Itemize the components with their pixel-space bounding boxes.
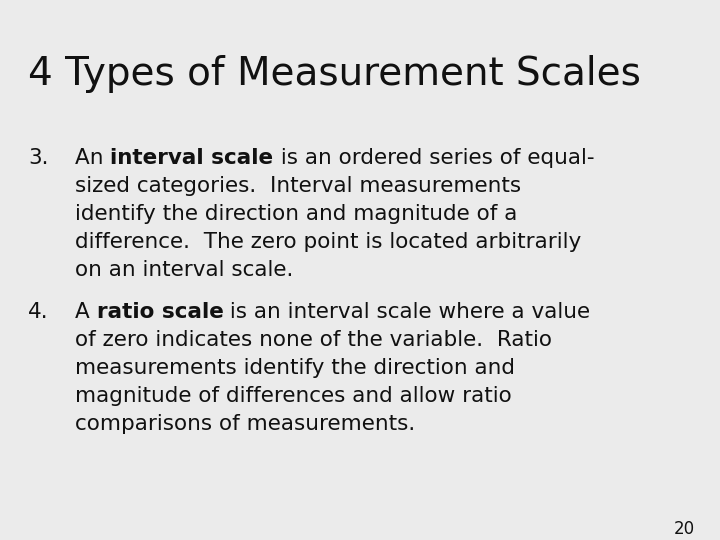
Text: measurements identify the direction and: measurements identify the direction and xyxy=(75,358,515,378)
Text: 3.: 3. xyxy=(28,148,48,168)
Text: A: A xyxy=(75,302,96,322)
Text: comparisons of measurements.: comparisons of measurements. xyxy=(75,414,415,434)
Text: difference.  The zero point is located arbitrarily: difference. The zero point is located ar… xyxy=(75,232,581,252)
Text: ratio scale: ratio scale xyxy=(96,302,223,322)
Text: magnitude of differences and allow ratio: magnitude of differences and allow ratio xyxy=(75,386,512,406)
Text: on an interval scale.: on an interval scale. xyxy=(75,260,293,280)
Text: is an ordered series of equal-: is an ordered series of equal- xyxy=(274,148,594,168)
Text: 4 Types of Measurement Scales: 4 Types of Measurement Scales xyxy=(28,55,641,93)
Text: 4.: 4. xyxy=(28,302,49,322)
Text: sized categories.  Interval measurements: sized categories. Interval measurements xyxy=(75,176,521,196)
Text: An: An xyxy=(75,148,110,168)
Text: interval scale: interval scale xyxy=(110,148,274,168)
Text: 20: 20 xyxy=(674,520,695,538)
Text: of zero indicates none of the variable.  Ratio: of zero indicates none of the variable. … xyxy=(75,330,552,350)
Text: is an interval scale where a value: is an interval scale where a value xyxy=(223,302,590,322)
Text: identify the direction and magnitude of a: identify the direction and magnitude of … xyxy=(75,204,518,224)
